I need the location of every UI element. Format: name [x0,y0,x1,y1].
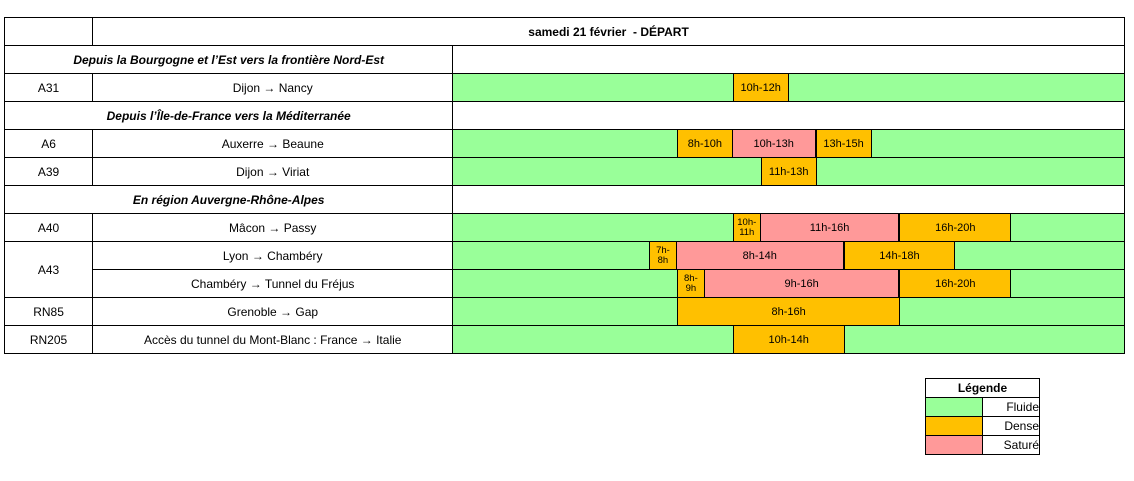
band-label-line: 7h- [656,244,670,256]
legend-swatch-fluide [925,397,983,417]
traffic-row: RN205 Accès du tunnel du Mont-Blanc : Fra… [3,325,1125,354]
band-label-line: 11h [739,226,755,238]
legend-row: Dense [925,416,1040,436]
legend-title-row: Légende [925,378,1040,398]
timeline-cell: 10h- 11h 11h-16h 16h-20h [452,213,1125,242]
route-label: Lyon → Chambéry [92,241,454,270]
section-header-fill [452,101,1125,130]
legend-title: Légende [925,378,1040,398]
timeline-cell: 8h-16h [452,297,1125,326]
traffic-band-dense: 10h-14h [732,326,845,353]
band-label-line: 10h- [737,216,757,228]
legend-swatch-sature [925,435,983,455]
band-label-line: 8h [657,254,669,266]
traffic-band-dense: 8h- 9h [676,270,705,297]
traffic-band-dense: 8h-10h [676,130,733,157]
timeline-track: 10h-14h [453,326,1124,353]
road-label: A40 [3,213,94,242]
band-label-line: 9h [685,282,697,294]
timeline-cell: 11h-13h [452,157,1125,186]
route-label: Dijon → Nancy [92,73,454,102]
traffic-band-dense: 10h- 11h [732,214,761,241]
timeline-cell: 10h-12h [452,73,1125,102]
traffic-band-dense: 16h-20h [899,214,1012,241]
traffic-row: A31 Dijon → Nancy 10h-12h [3,73,1125,102]
traffic-row: A40 Mâcon → Passy 10h- 11h 11h-16h 16h-20h [3,213,1125,242]
legend-label: Dense [982,416,1040,436]
traffic-band-dense: 7h- 8h [648,242,677,269]
section-header-label: Depuis la Bourgogne et l’Est vers la fro… [3,45,454,74]
traffic-row: A39 Dijon → Viriat 11h-13h [3,157,1125,186]
band-label-line: 8h- [684,272,698,284]
road-label: A6 [3,129,94,158]
traffic-band-sature: 9h-16h [703,270,900,297]
legend-swatch-dense [925,416,983,436]
traffic-band-sature: 11h-16h [759,214,900,241]
timeline-track: 10h-12h [453,74,1124,101]
legend-label: Fluide [982,397,1040,417]
traffic-band-dense: 11h-13h [760,158,817,185]
traffic-band-sature: 10h-13h [731,130,816,157]
section-row: Depuis la Bourgogne et l’Est vers la fro… [3,45,1125,74]
table-title: samedi 21 février - DÉPART [92,17,1125,46]
legend-label: Saturé [982,435,1040,455]
timeline-cell: 7h- 8h 8h-14h 14h-18h [452,241,1125,270]
timeline-track: 7h- 8h 8h-14h 14h-18h [453,242,1124,269]
timeline-track: 8h-16h [453,298,1124,325]
traffic-table: samedi 21 février - DÉPART Depuis la Bou… [3,17,1125,354]
route-label: Auxerre → Beaune [92,129,454,158]
legend-body: Légende Fluide Dense Saturé [925,378,1040,455]
timeline-cell: 8h-10h 10h-13h 13h-15h [452,129,1125,158]
traffic-band-dense: 8h-16h [676,298,901,325]
route-label: Mâcon → Passy [92,213,454,242]
route-label: Dijon → Viriat [92,157,454,186]
section-row: En région Auvergne-Rhône-Alpes [3,185,1125,214]
traffic-band-dense: 13h-15h [815,130,872,157]
timeline-track: 10h- 11h 11h-16h 16h-20h [453,214,1124,241]
legend-row: Fluide [925,397,1040,417]
timeline-track: 8h- 9h 9h-16h 16h-20h [453,270,1124,297]
route-label: Accès du tunnel du Mont-Blanc : France →… [92,325,454,354]
traffic-band-dense: 10h-12h [732,74,789,101]
legend: Légende Fluide Dense Saturé [925,378,1040,455]
road-label: A31 [3,73,94,102]
corner-spacer [3,17,94,46]
road-label: RN85 [3,297,94,326]
section-header-label: Depuis l’Île-de-France vers la Méditerra… [3,101,454,130]
traffic-row: Chambéry → Tunnel du Fréjus 8h- 9h 9h-16h 16… [5,269,1125,298]
road-label: RN205 [3,325,94,354]
traffic-band-dense: 16h-20h [899,270,1012,297]
traffic-row: A43 Lyon → Chambéry 7h- 8h 8h-14h 14h-18h [3,241,1125,298]
timeline-track: 11h-13h [453,158,1124,185]
legend-row: Saturé [925,435,1040,455]
section-row: Depuis l’Île-de-France vers la Méditerra… [3,101,1125,130]
road-label: A43 [3,241,94,298]
road-label: A39 [3,157,94,186]
section-header-fill [452,185,1125,214]
title-row: samedi 21 février - DÉPART [3,17,1125,46]
traffic-row: A6 Auxerre → Beaune 8h-10h 10h-13h 13h-15h [3,129,1125,158]
section-header-fill [452,45,1125,74]
route-label: Grenoble → Gap [92,297,454,326]
timeline-track: 8h-10h 10h-13h 13h-15h [453,130,1124,157]
traffic-table-body: samedi 21 février - DÉPART Depuis la Bou… [3,17,1125,354]
traffic-band-dense: 14h-18h [843,242,956,269]
timeline-cell: 10h-14h [452,325,1125,354]
traffic-row: RN85 Grenoble → Gap 8h-16h [3,297,1125,326]
timeline-cell: 8h- 9h 9h-16h 16h-20h [452,269,1125,298]
section-header-label: En région Auvergne-Rhône-Alpes [3,185,454,214]
route-label: Chambéry → Tunnel du Fréjus [92,269,454,298]
traffic-band-sature: 8h-14h [675,242,844,269]
